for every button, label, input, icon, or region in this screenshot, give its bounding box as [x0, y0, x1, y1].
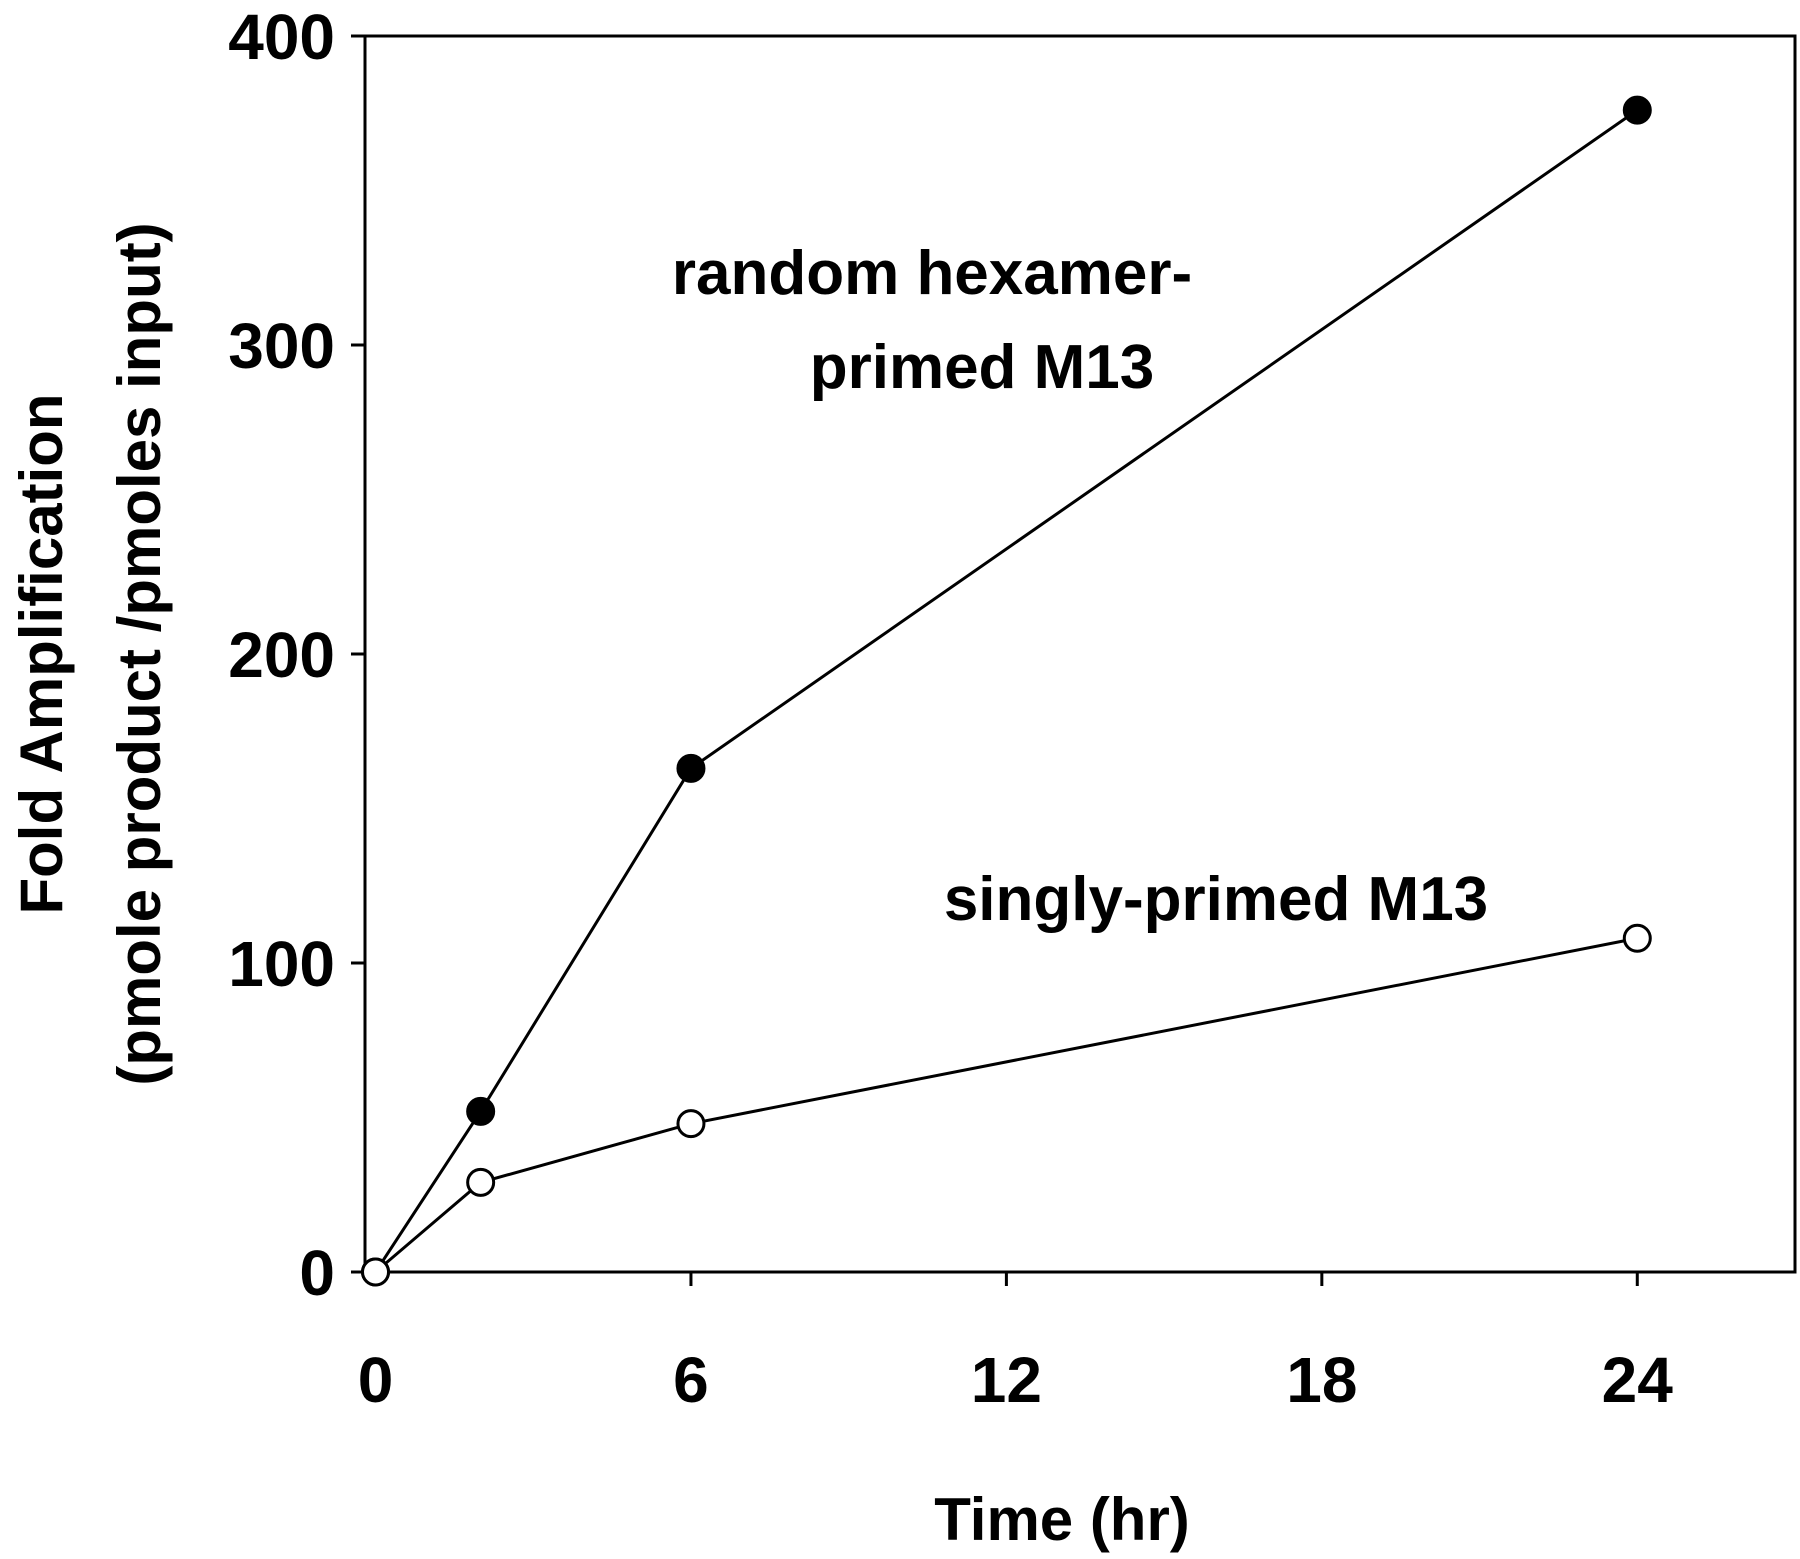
series-line-0 [374, 108, 1639, 1273]
series-label-singly-primed: singly-primed M13 [944, 865, 1488, 934]
y-tick-label-100: 100 [228, 928, 335, 1000]
series-layer [361, 95, 1652, 1287]
data-point-1-1 [466, 1167, 496, 1197]
y-axis-label-line1: Fold Amplification [8, 393, 75, 914]
y-tick-label-300: 300 [228, 310, 335, 382]
x-tick-label-0: 0 [358, 1344, 394, 1416]
x-tick-label-6: 6 [673, 1344, 709, 1416]
x-axis-label: Time (hr) [934, 1486, 1190, 1553]
data-point-0-3 [1622, 95, 1652, 125]
y-tick-label-0: 0 [299, 1237, 335, 1309]
x-tick-label-12: 12 [971, 1344, 1042, 1416]
y-tick-label-400: 400 [228, 1, 335, 73]
data-point-1-2 [676, 1109, 706, 1139]
data-point-1-3 [1622, 923, 1652, 953]
series-line-1 [374, 936, 1638, 1274]
plot-frame [363, 34, 1797, 1274]
data-point-0-1 [466, 1096, 496, 1126]
x-tick-label-18: 18 [1286, 1344, 1357, 1416]
data-point-0-2 [676, 753, 706, 783]
ticks-layer: 0 6 12 18 24 0 100 200 300 400 [228, 1, 1673, 1416]
x-tick-label-24: 24 [1602, 1344, 1674, 1416]
y-axis-label-line2: (pmole product /pmoles input) [106, 222, 173, 1085]
data-point-1-0 [361, 1257, 391, 1287]
series-label-random-hexamer-line2: primed M13 [810, 333, 1155, 402]
y-tick-label-200: 200 [228, 619, 335, 691]
series-label-random-hexamer-line1: random hexamer- [672, 239, 1192, 308]
